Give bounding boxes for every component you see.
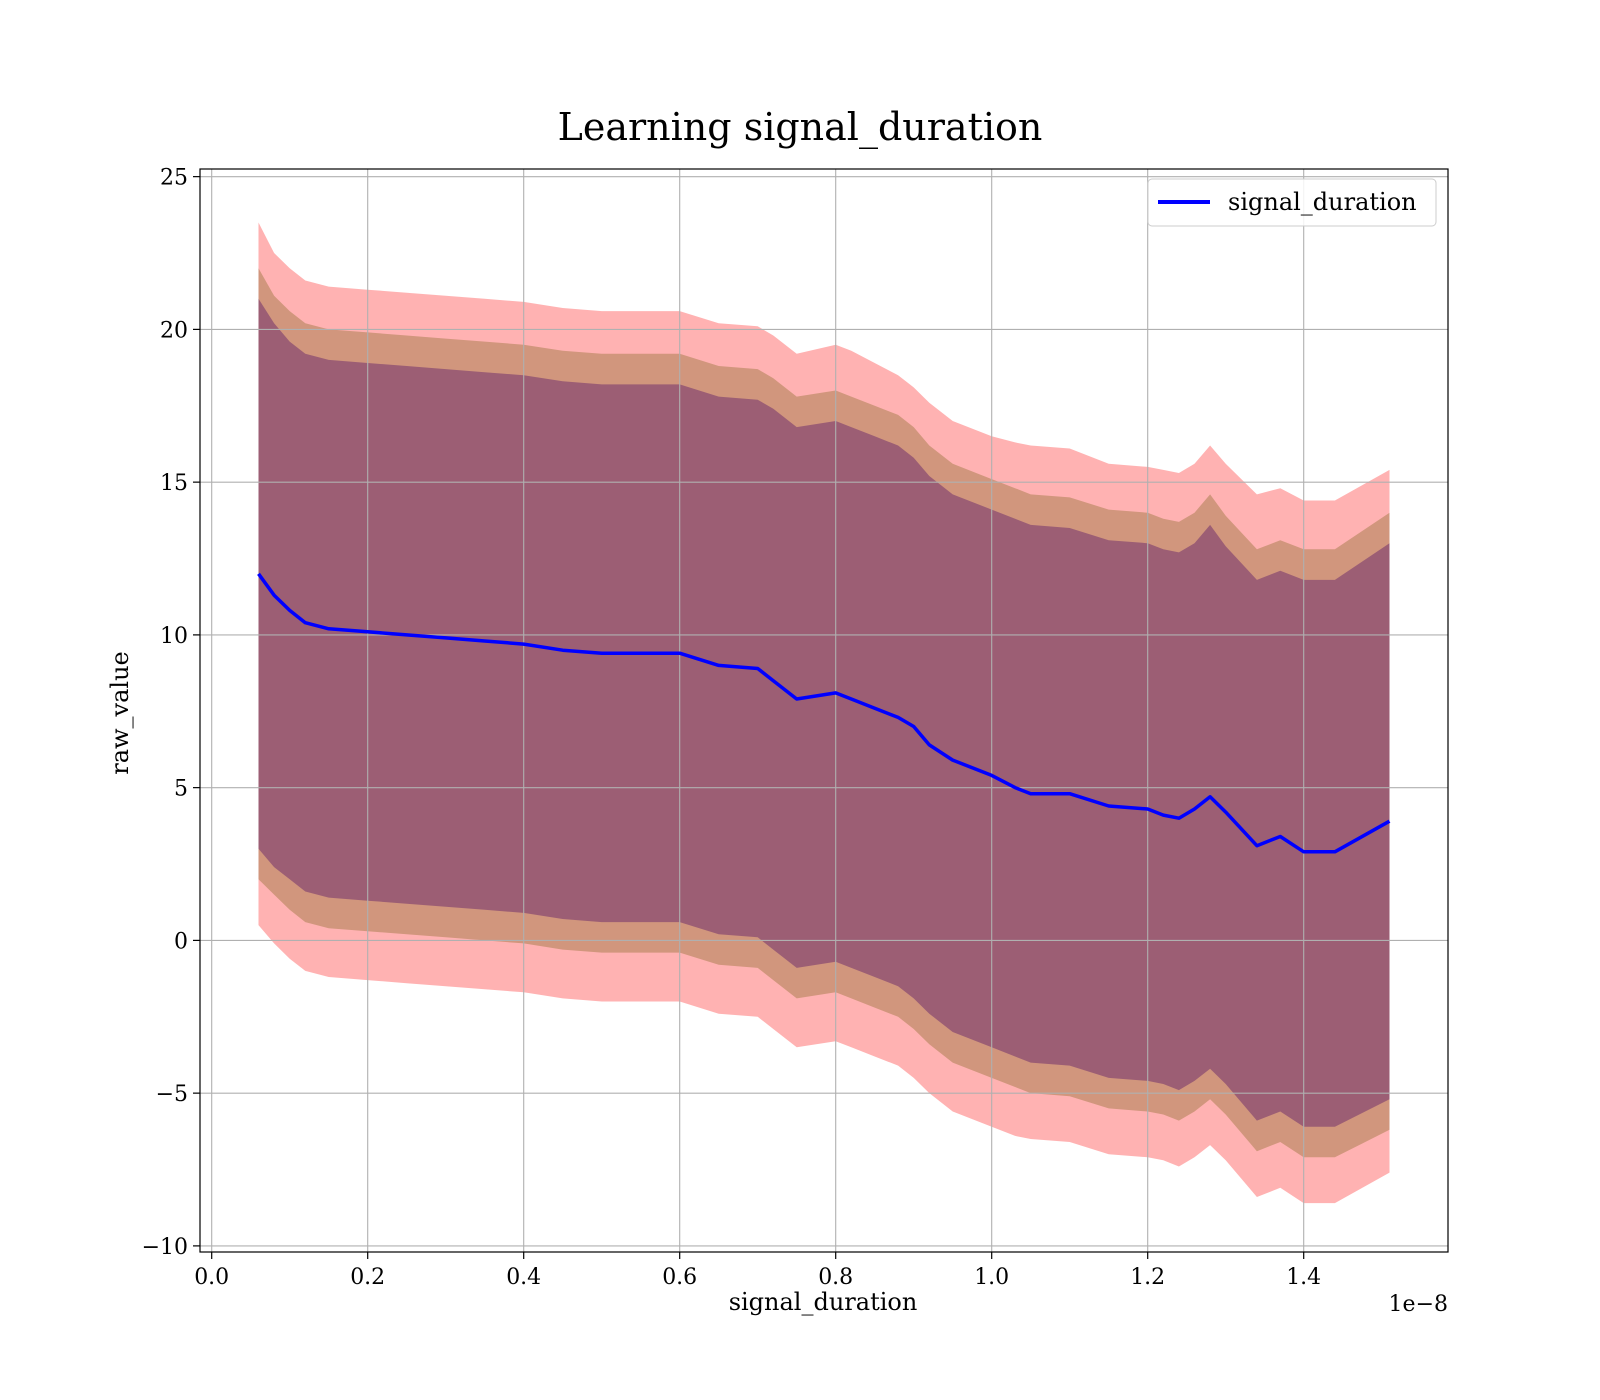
y-tick-label: 10 xyxy=(160,624,188,649)
band-outer xyxy=(258,222,1390,1204)
x-axis-ticks: 0.0 0.2 0.4 0.6 0.8 1.0 1.2 1.4 xyxy=(194,1252,1321,1290)
grid xyxy=(200,169,1448,1252)
legend: signal_duration xyxy=(1147,178,1437,227)
y-tick-label: −5 xyxy=(156,1082,188,1107)
y-tick-label: 25 xyxy=(160,166,188,191)
band-middle xyxy=(258,268,1390,1158)
x-axis-label: signal_duration xyxy=(729,1288,918,1316)
x-axis-offset-label: 1e−8 xyxy=(1389,1292,1448,1317)
y-axis-ticks: −10 −5 0 5 10 15 20 25 xyxy=(142,166,200,1260)
y-tick-label: 15 xyxy=(160,471,188,496)
y-tick-label: 5 xyxy=(174,777,188,802)
series-line-signal-duration xyxy=(257,572,1391,854)
x-tick-label: 1.4 xyxy=(1286,1265,1321,1290)
plot-frame xyxy=(199,168,1449,1253)
confidence-bands xyxy=(258,222,1390,1204)
x-tick-label: 0.2 xyxy=(350,1265,385,1290)
x-tick-label: 0.8 xyxy=(818,1265,853,1290)
y-tick-label: 20 xyxy=(160,318,188,343)
y-tick-label: 0 xyxy=(174,929,188,954)
legend-label-signal-duration: signal_duration xyxy=(1228,188,1417,216)
series-lines xyxy=(257,572,1391,854)
y-axis-label: raw_value xyxy=(106,651,134,775)
x-tick-label: 0.0 xyxy=(194,1265,229,1290)
legend-box xyxy=(1147,178,1437,227)
x-tick-label: 0.4 xyxy=(506,1265,541,1290)
x-tick-label: 1.2 xyxy=(1130,1265,1165,1290)
x-tick-label: 1.0 xyxy=(974,1265,1009,1290)
x-tick-label: 0.6 xyxy=(662,1265,697,1290)
y-tick-label: −10 xyxy=(142,1235,188,1260)
band-inner xyxy=(258,298,1390,1127)
chart-title: Learning signal_duration xyxy=(558,105,1043,150)
